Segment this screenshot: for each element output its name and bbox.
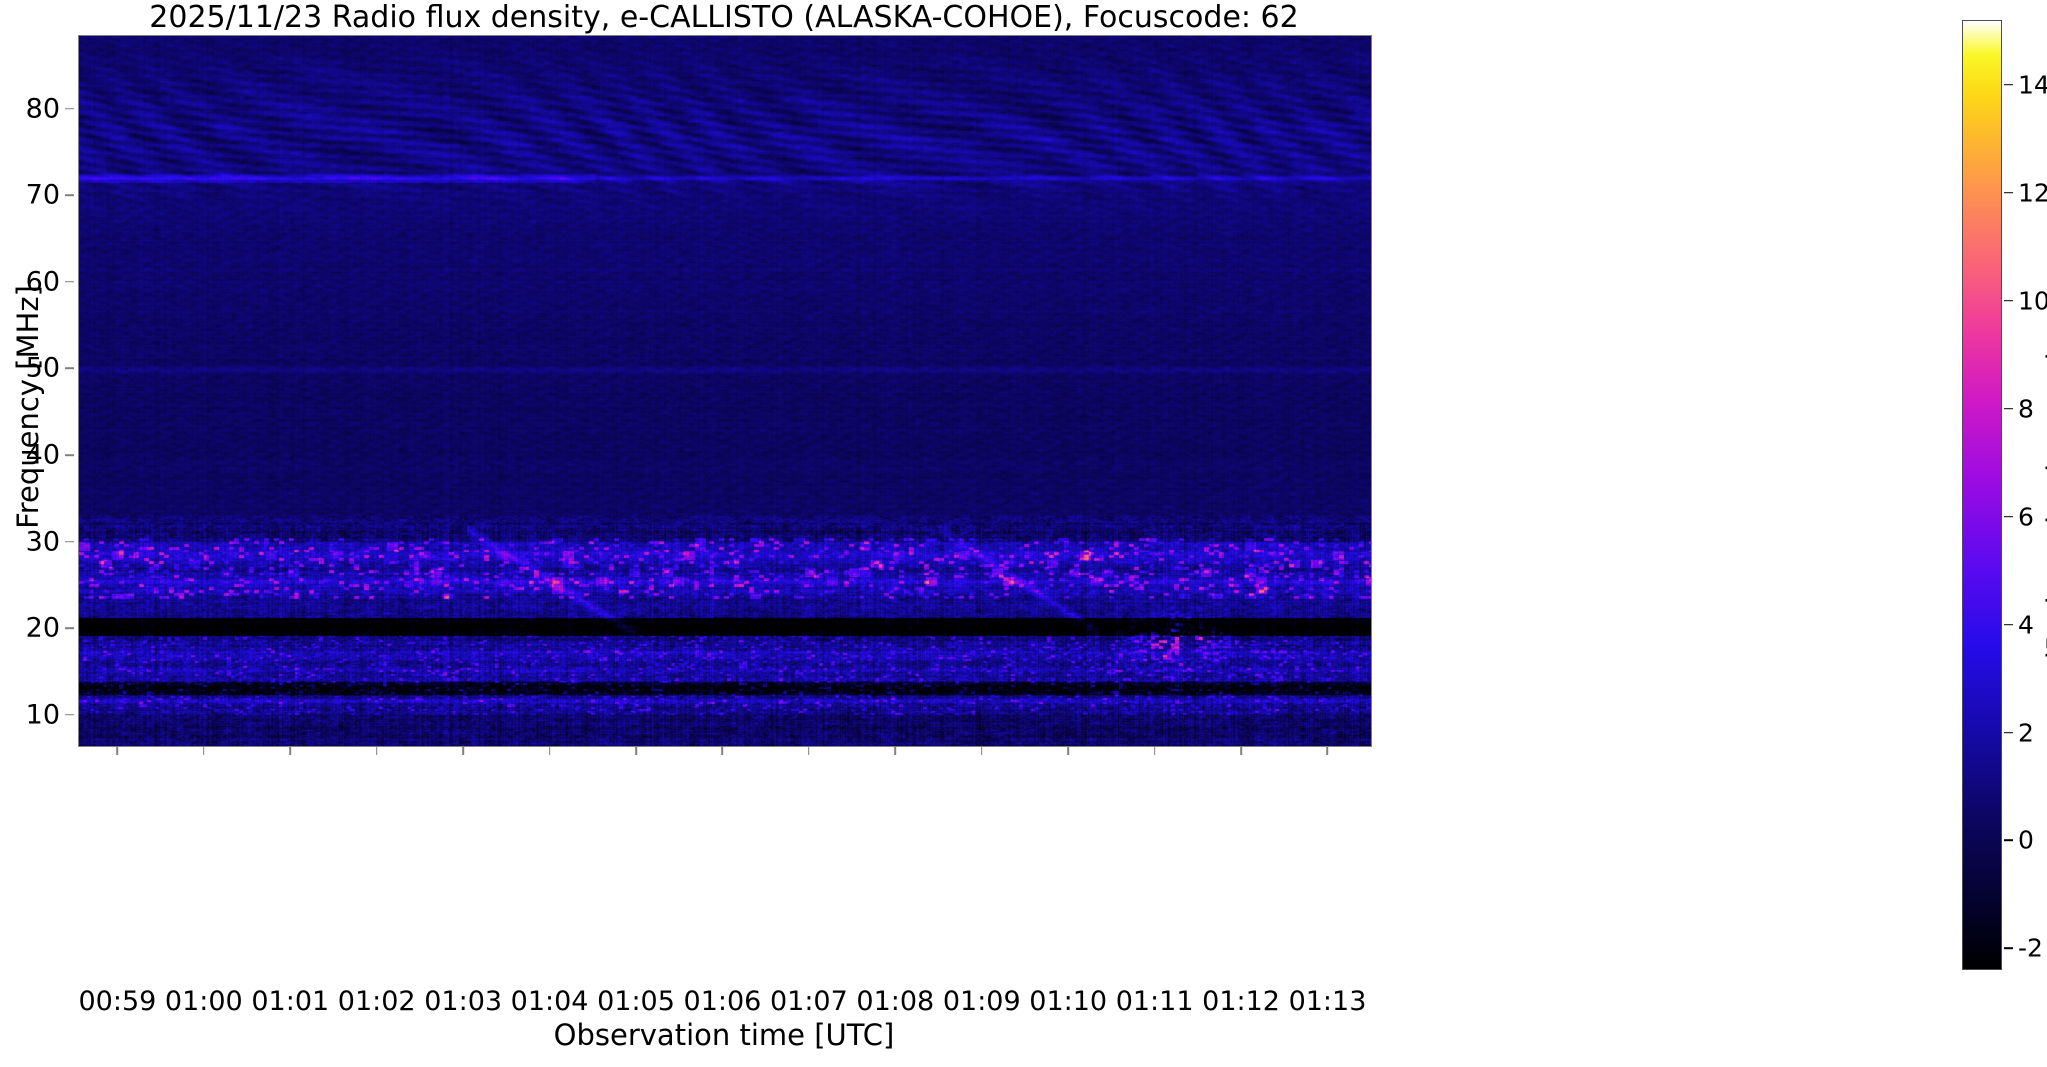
x-tick-mark [721,746,724,755]
colorbar-tick-label: -2 [2018,933,2043,963]
y-axis-ticks: 10 20 30 40 50 60 70 80 [0,0,78,1067]
colorbar-tick-label: 14 [2018,70,2047,100]
x-tick-mark [894,746,897,755]
colorbar-tick-mark [2004,623,2013,626]
x-tick-label: 01:02 [337,986,416,1017]
colorbar-tick-mark [2004,515,2013,518]
y-tick-mark [65,540,74,543]
plot-axes [78,35,1372,747]
y-tick-label: 40 [25,439,60,471]
x-tick-mark [289,746,292,755]
colorbar-tick-mark [2004,407,2013,410]
x-tick-label: 01:05 [597,986,675,1017]
x-tick-label: 01:13 [1288,986,1367,1017]
x-tick-mark [375,746,378,755]
colorbar-tick-label: 12 [2018,178,2047,208]
y-tick-mark [65,194,74,196]
y-tick-label: 50 [25,352,60,384]
colorbar-tick-mark [2004,947,2013,950]
x-tick-label: 01:12 [1202,986,1280,1017]
x-tick-label: 01:11 [1115,986,1194,1017]
colorbar-tick-label: 6 [2018,502,2034,532]
x-tick-label: 01:00 [164,986,243,1017]
x-tick-mark [462,746,464,755]
x-tick-label: 00:59 [78,986,157,1017]
x-tick-mark [1153,746,1156,755]
colorbar-tick-mark [2004,839,2013,842]
x-tick-label: 01:04 [510,986,589,1017]
y-tick-mark [65,627,74,629]
colorbar-tick-label: 8 [2018,394,2034,424]
y-tick-mark [65,280,74,283]
x-tick-mark [203,746,205,755]
x-axis-label: Observation time [UTC] [553,1018,895,1052]
y-tick-mark [65,107,74,110]
x-tick-label: 01:01 [251,986,330,1017]
x-tick-mark [808,746,810,755]
x-tick-label: 01:07 [769,986,848,1017]
x-axis-ticks: 00:59 01:00 01:01 01:02 01:03 01:04 01:05 01:06… [0,746,2047,1017]
colorbar [1962,20,2002,970]
spectrogram-image [79,36,1371,746]
x-tick-label: 01:06 [683,986,762,1017]
y-tick-label: 30 [25,526,60,558]
y-tick-label: 20 [25,612,60,644]
colorbar-tick-mark [2004,299,2013,302]
colorbar-tick-label: 10 [2018,286,2047,316]
colorbar-ticks: -2 0 2 4 6 8 10 12 14 [1962,20,2047,970]
x-tick-label: 01:03 [424,986,503,1017]
y-tick-mark [65,454,74,456]
colorbar-tick-mark [2004,83,2013,86]
x-tick-label: 01:08 [856,986,935,1017]
y-tick-label: 80 [25,93,60,125]
y-axis-label: Frequency [MHz] [11,285,45,529]
x-tick-mark [980,746,983,755]
colorbar-tick-mark [2004,191,2013,194]
x-tick-label: 01:09 [942,986,1021,1017]
y-tick-label: 60 [25,266,60,298]
colorbar-tick-label: 2 [2018,718,2034,747]
colorbar-tick-label: 0 [2018,825,2034,855]
x-tick-mark [1326,746,1329,755]
colorbar-tick-label: 4 [2018,610,2034,640]
colorbar-gradient [1962,20,2002,970]
x-tick-mark [116,746,119,755]
y-tick-mark [65,713,74,716]
x-tick-mark [1067,746,1069,755]
colorbar-label: dB above background [2041,352,2047,670]
x-tick-mark [635,746,637,755]
colorbar-tick-mark [2004,731,2013,734]
y-tick-label: 70 [25,179,60,211]
x-tick-mark [548,746,551,755]
y-tick-label: 10 [25,699,60,731]
page-title: 2025/11/23 Radio flux density, e-CALLIST… [149,0,1299,35]
x-tick-label: 01:10 [1029,986,1108,1017]
y-tick-mark [65,367,74,370]
x-tick-mark [1240,746,1242,755]
